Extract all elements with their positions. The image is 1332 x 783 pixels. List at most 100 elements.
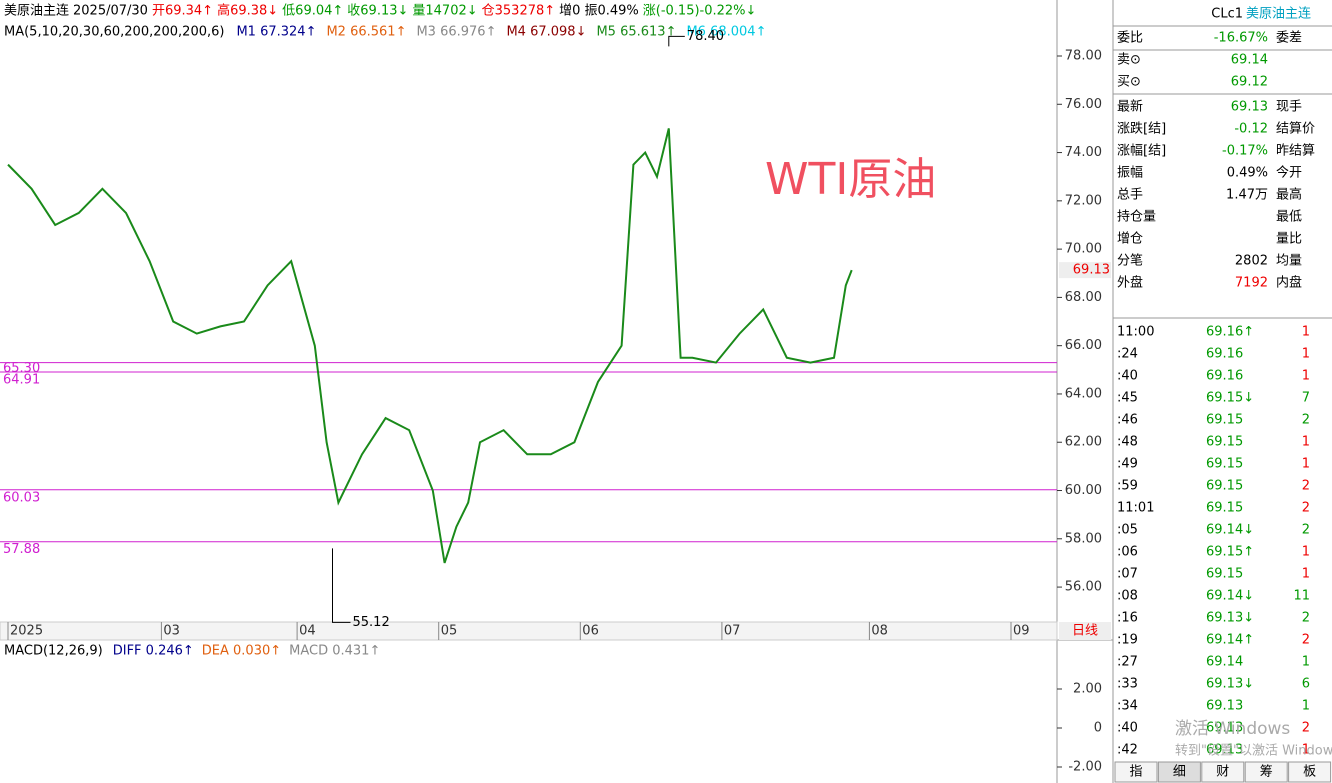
tick-time: :19: [1117, 633, 1138, 648]
tick-price: 69.13: [1206, 743, 1243, 758]
y-tick-label: 68.00: [1065, 290, 1102, 305]
tick-price: 69.16: [1206, 347, 1243, 362]
header-item: 涨(-0.15)-0.22%↓: [643, 4, 757, 19]
tab[interactable]: [1157, 761, 1201, 783]
tick-volume: 2: [1302, 479, 1310, 494]
row-label: 最新: [1117, 99, 1143, 115]
row-value: -0.12: [1234, 122, 1268, 137]
row-label: 买⊙: [1117, 75, 1141, 90]
header-item: 收69.13↓: [347, 4, 408, 19]
tick-volume: 2: [1302, 501, 1310, 516]
tick-price: 69.15: [1206, 567, 1243, 582]
low-marker: [332, 548, 351, 623]
y-tick-label: 72.00: [1065, 193, 1102, 208]
row-value: 2802: [1235, 254, 1268, 269]
tick-price: 69.15↑: [1206, 545, 1254, 560]
tick-price: 69.14↓: [1206, 589, 1254, 604]
row-right: 今开: [1276, 165, 1302, 181]
tick-price: 69.16↑: [1206, 325, 1254, 340]
ma-item: M5 65.613↑: [596, 25, 676, 40]
y-tick-label: 60.00: [1065, 483, 1102, 498]
tab-label: 细: [1173, 765, 1186, 780]
panel-title: CLc1: [1211, 7, 1243, 22]
ma-item: M4 67.098↓: [506, 25, 586, 40]
y-tick-label: 0: [1094, 721, 1102, 736]
tab[interactable]: [1288, 761, 1332, 783]
month-label: 05: [441, 624, 458, 639]
row-right: 现手: [1276, 100, 1302, 115]
y-tick-label: 66.00: [1065, 338, 1102, 353]
tick-volume: 1: [1302, 347, 1310, 362]
row-right: 均量: [1276, 254, 1302, 269]
tick-price: 69.14↑: [1206, 633, 1254, 648]
tick-time: :40: [1117, 369, 1138, 384]
tab[interactable]: [1201, 761, 1245, 783]
row-value: -0.17%: [1222, 144, 1268, 159]
tab[interactable]: [1244, 761, 1288, 783]
tick-time: :24: [1117, 347, 1138, 362]
tick-volume: 1: [1302, 325, 1310, 340]
row-label: 涨幅[结]: [1117, 144, 1166, 159]
y-tick-label: 76.00: [1065, 97, 1102, 112]
macd-title: MACD(12,26,9): [4, 644, 103, 659]
ma-item: M1 67.324↑: [236, 25, 316, 40]
header-item: 振0.49%: [584, 4, 638, 19]
level-label: 60.03: [3, 490, 40, 505]
period-button[interactable]: [1059, 622, 1111, 640]
tick-volume: 1: [1302, 435, 1310, 450]
row-value: -16.67%: [1214, 31, 1268, 46]
tick-volume: 2: [1302, 611, 1310, 626]
tick-price: 69.14: [1206, 655, 1243, 670]
tick-time: 11:00: [1117, 325, 1154, 340]
tick-time: :48: [1117, 435, 1138, 450]
tick-time: :27: [1117, 655, 1138, 670]
row-value: 69.12: [1231, 75, 1268, 90]
tick-volume: 7: [1302, 391, 1310, 406]
row-label: 卖⊙: [1117, 53, 1141, 68]
tick-volume: 2: [1302, 721, 1310, 736]
tick-price: 69.15: [1206, 435, 1243, 450]
tick-price: 69.15: [1206, 413, 1243, 428]
row-label: 涨跌[结]: [1117, 121, 1166, 137]
price-line: [7, 128, 853, 564]
tick-price: 69.13: [1206, 721, 1243, 736]
tick-price: 69.16: [1206, 369, 1243, 384]
tick-volume: 1: [1302, 545, 1310, 560]
tick-volume: 2: [1302, 633, 1310, 648]
month-label: 03: [163, 624, 180, 639]
row-label: 分笔: [1117, 253, 1143, 269]
tick-time: :49: [1117, 457, 1138, 472]
header-item: 2025/07/30: [73, 4, 148, 19]
tab-label: 筹: [1260, 764, 1273, 780]
tick-volume: 11: [1293, 589, 1310, 604]
macd-item: MACD 0.431↑: [289, 644, 380, 659]
tick-volume: 1: [1302, 369, 1310, 384]
ma-item: M3 66.976↑: [416, 25, 496, 40]
tick-time: :08: [1117, 589, 1138, 604]
ma-title: MA(5,10,20,30,60,200,200,200,6): [4, 25, 224, 40]
tab[interactable]: [1114, 761, 1158, 783]
tick-time: :42: [1117, 743, 1138, 758]
tick-volume: 2: [1302, 523, 1310, 538]
tick-volume: 1: [1302, 743, 1310, 758]
row-right: 量比: [1276, 232, 1302, 247]
y-tick-label: 62.00: [1065, 435, 1102, 450]
tick-price: 69.14↓: [1206, 523, 1254, 538]
tick-volume: 1: [1302, 457, 1310, 472]
row-right: 结算价: [1276, 122, 1315, 137]
row-value: 0.49%: [1227, 166, 1268, 181]
level-label: 64.91: [3, 372, 40, 387]
macd-item: DIFF 0.246↑: [113, 644, 194, 659]
tick-price: 69.15: [1206, 479, 1243, 494]
y-tick-label: 64.00: [1065, 386, 1102, 401]
watermark: 激活 Windows: [1175, 719, 1290, 739]
y-tick-label: 70.00: [1065, 242, 1102, 257]
tick-price: 69.15: [1206, 501, 1243, 516]
tick-price: 69.13↓: [1206, 611, 1254, 626]
tick-time: :59: [1117, 479, 1138, 494]
tick-price: 69.13: [1206, 699, 1243, 714]
row-right: 最高: [1276, 187, 1302, 203]
y-tick-label: 56.00: [1065, 580, 1102, 595]
